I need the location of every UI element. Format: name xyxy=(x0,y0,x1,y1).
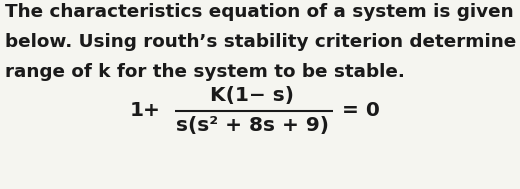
Text: below. Using routh’s stability criterion determine: below. Using routh’s stability criterion… xyxy=(5,33,516,51)
Text: range of k for the system to be stable.: range of k for the system to be stable. xyxy=(5,63,405,81)
Text: = 0: = 0 xyxy=(342,101,380,121)
Text: 1+: 1+ xyxy=(130,101,161,121)
Text: The characteristics equation of a system is given: The characteristics equation of a system… xyxy=(5,3,514,21)
Text: K(1− s): K(1− s) xyxy=(210,87,294,105)
Text: s(s² + 8s + 9): s(s² + 8s + 9) xyxy=(176,116,329,136)
